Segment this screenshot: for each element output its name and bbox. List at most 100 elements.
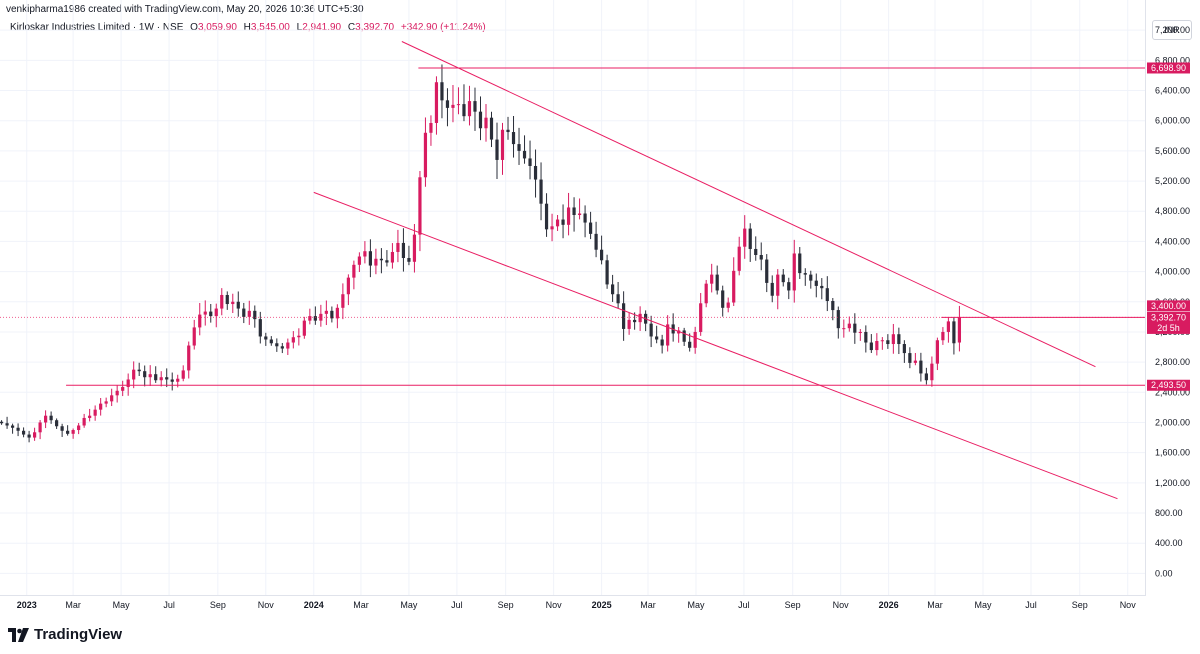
candle-body — [209, 311, 213, 317]
candle-body — [434, 82, 439, 123]
symbol-title[interactable]: Kirloskar Industries Limited · 1W · NSE — [10, 22, 184, 33]
candle-body — [682, 330, 686, 342]
candle-body — [253, 310, 257, 320]
candle-body — [115, 390, 119, 396]
time-tick-label: Mar — [353, 600, 369, 610]
candle-body — [385, 260, 389, 263]
price-axis: 0.00 400.00 800.00 1,200.00 1,600.00 2,000.00… — [1155, 25, 1190, 578]
candle-body — [236, 301, 240, 309]
candle-body — [957, 317, 962, 343]
candle-body — [473, 101, 477, 112]
tradingview-brand[interactable]: TradingView — [8, 626, 122, 646]
candle-body — [836, 310, 840, 329]
candle-body — [66, 430, 70, 434]
brand-name: TradingView — [34, 626, 123, 643]
price-marker-bg — [1147, 300, 1190, 312]
candle-body — [242, 308, 246, 317]
price-tick-label: 0.00 — [1155, 568, 1173, 578]
candle-body — [748, 228, 752, 249]
time-tick-label: Sep — [785, 600, 801, 610]
candle-body — [908, 353, 912, 363]
candle-body — [941, 331, 945, 341]
price-marker-bg — [1147, 62, 1190, 74]
candle-body — [495, 139, 499, 160]
candle-body — [787, 282, 791, 291]
price-tick-label: 5,200.00 — [1155, 176, 1190, 186]
candle-body — [489, 117, 494, 140]
candle-body — [335, 307, 339, 319]
candle-body — [38, 422, 42, 433]
candle-body — [368, 251, 372, 266]
candle-body — [655, 336, 659, 340]
ohlc-open-label: O — [190, 22, 198, 33]
time-tick-label: Jul — [738, 600, 750, 610]
candle-body — [60, 426, 64, 431]
candle-body — [412, 234, 417, 262]
price-tick-label: 6,800.00 — [1155, 55, 1190, 65]
candle-body — [666, 324, 670, 346]
time-tick-label: May — [974, 600, 992, 610]
candle-body — [699, 303, 703, 332]
candle-body — [500, 129, 505, 160]
candle-body — [759, 254, 763, 260]
candle-body — [324, 310, 328, 314]
candle-body — [555, 219, 560, 227]
candle-body — [864, 331, 868, 343]
candle-body — [137, 369, 141, 372]
candle-body — [214, 308, 218, 317]
candle-body — [599, 249, 604, 261]
candle-body — [897, 334, 901, 345]
candle-body — [715, 274, 719, 291]
candle-body — [809, 274, 813, 281]
candle-body — [390, 251, 395, 263]
trend-line — [313, 191, 1118, 500]
price-tick-label: 2,400.00 — [1155, 387, 1190, 397]
currency-button[interactable]: INR — [1152, 20, 1192, 40]
candle-body — [143, 371, 147, 378]
candle-body — [99, 403, 103, 410]
candle-body — [280, 346, 284, 349]
candle-body — [126, 379, 130, 388]
candle-body — [88, 415, 92, 418]
candle-body — [132, 369, 136, 380]
candle-body — [577, 213, 582, 216]
time-tick-label: 2024 — [304, 600, 324, 610]
time-tick-label: Mar — [65, 600, 81, 610]
candle-body — [605, 260, 609, 285]
price-tick-label: 6,400.00 — [1155, 86, 1190, 96]
candle-body — [159, 377, 163, 381]
candle-body — [330, 310, 334, 319]
time-tick-label: Sep — [1072, 600, 1088, 610]
candle-body — [952, 321, 956, 344]
candle-body — [566, 207, 571, 225]
candle-body — [258, 319, 262, 337]
candle-body — [539, 179, 543, 204]
candle-body — [831, 301, 835, 311]
candle-body — [357, 256, 361, 265]
candle-body — [286, 342, 290, 349]
price-marker-bg — [1147, 379, 1190, 391]
candle-body — [192, 327, 196, 346]
candle-body — [308, 316, 312, 321]
candle-body — [165, 377, 169, 380]
candle-body — [511, 132, 516, 145]
candle-body — [467, 101, 472, 117]
candle-body — [16, 427, 20, 431]
time-tick-label: Sep — [210, 600, 226, 610]
candle-body — [704, 283, 708, 304]
candle-body — [721, 290, 725, 308]
ohlc-low-label: L — [296, 22, 303, 33]
time-tick-label: Nov — [546, 600, 563, 610]
candle-body — [588, 222, 593, 234]
candle-body — [77, 425, 81, 431]
candle-body — [660, 339, 664, 346]
candle-body — [594, 233, 598, 250]
candle-body — [231, 301, 235, 305]
candle-body — [847, 323, 851, 329]
ohlc-high-label: H — [243, 22, 251, 33]
candle-body — [319, 313, 323, 321]
candle-body — [633, 319, 637, 323]
time-tick-label: Mar — [640, 600, 656, 610]
